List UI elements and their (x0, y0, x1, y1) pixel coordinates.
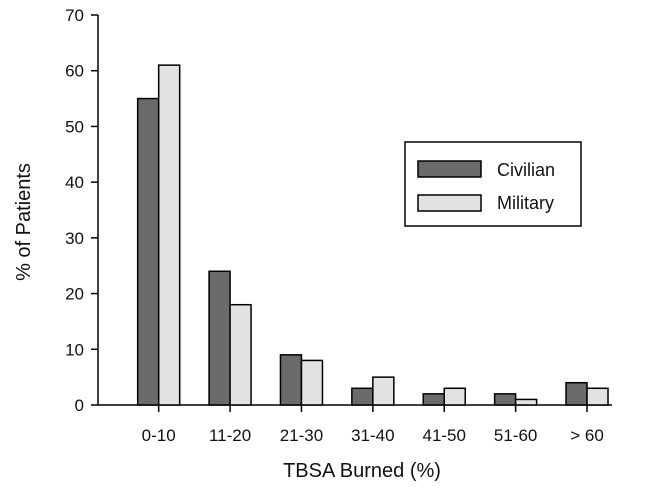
y-tick-label: 60 (65, 62, 84, 81)
y-tick-label: 0 (75, 396, 84, 415)
y-tick-label: 40 (65, 173, 84, 192)
bar-civilian-0 (136, 97, 160, 406)
y-tick-label: 30 (65, 229, 84, 248)
bar-military-1 (229, 303, 252, 406)
bar-military-4 (443, 387, 466, 406)
legend-box (404, 141, 582, 227)
legend-swatch-military (417, 194, 482, 212)
bar-military-0 (157, 64, 181, 406)
legend-swatch-civilian (417, 160, 482, 178)
x-tick-label: 51-60 (494, 426, 537, 445)
y-tick-label: 50 (65, 117, 84, 136)
bar-civilian-1 (208, 270, 231, 406)
x-tick-label: 21-30 (280, 426, 323, 445)
legend-label-military: Military (497, 193, 554, 213)
bar-military-2 (300, 359, 324, 406)
y-tick-label: 10 (65, 340, 84, 359)
y-axis: 0 10 20 30 40 50 60 70 (65, 6, 99, 415)
y-axis-title: % of Patients (13, 163, 35, 281)
x-tick-label: 31-40 (351, 426, 394, 445)
bar-civilian-5 (493, 393, 517, 406)
bar-military-6 (586, 387, 609, 406)
bar-civilian-3 (351, 387, 374, 406)
bars-group (136, 64, 609, 406)
bar-military-3 (372, 376, 395, 406)
x-axis: 0-10 11-20 21-30 31-40 41-50 51-60 > 60 (98, 404, 612, 445)
bar-military-5 (514, 398, 538, 406)
x-tick-label: 0-10 (142, 426, 176, 445)
bar-civilian-4 (422, 393, 445, 406)
legend-label-civilian: Civilian (497, 160, 555, 180)
y-tick-label: 20 (65, 285, 84, 304)
legend: Civilian Military (404, 141, 582, 227)
bar-civilian-2 (279, 354, 303, 406)
x-tick-label: 41-50 (422, 426, 465, 445)
y-tick-label: 70 (65, 6, 84, 25)
x-tick-label: > 60 (570, 426, 604, 445)
bar-civilian-6 (565, 381, 588, 406)
x-tick-label: 11-20 (209, 426, 251, 445)
x-axis-title: TBSA Burned (%) (283, 460, 441, 482)
